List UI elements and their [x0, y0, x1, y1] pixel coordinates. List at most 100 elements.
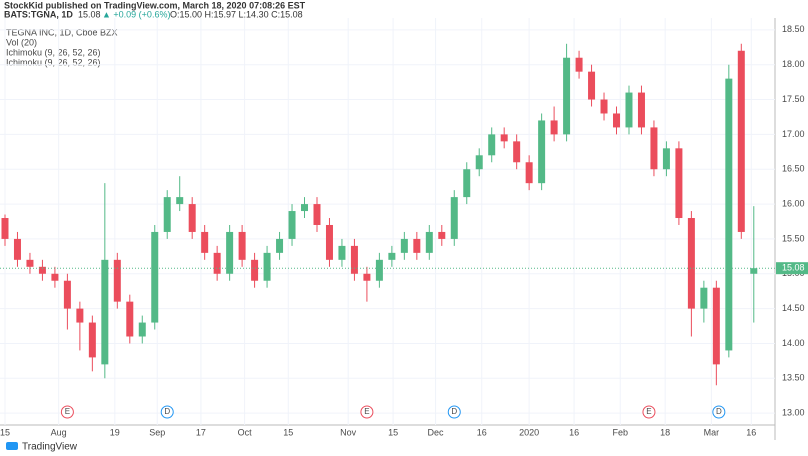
y-tick-label: 18.00 [782, 59, 805, 69]
candle-body [625, 92, 633, 128]
logo [6, 442, 18, 450]
candle-body [163, 197, 171, 232]
candle-body [126, 301, 134, 337]
candle-body [288, 211, 296, 239]
candle-body [725, 78, 733, 351]
y-tick-label: 17.50 [782, 94, 805, 104]
candle-body [637, 92, 645, 128]
legend-item: Ichimoku (9, 26, 52, 26) [6, 47, 101, 57]
last-price-label: 15.08 [782, 263, 805, 273]
last: 15.08 [78, 9, 101, 19]
candle-body [675, 148, 683, 219]
candle-body [438, 231, 446, 239]
candle-body [201, 231, 209, 253]
x-tick-label: Oct [238, 427, 253, 437]
event-label: E [364, 407, 369, 416]
candle-body [363, 273, 371, 281]
y-tick-label: 14.50 [782, 303, 805, 313]
candle-body [38, 266, 46, 274]
candle-body [687, 218, 695, 309]
candle-body [500, 134, 508, 142]
candle-body [238, 231, 246, 260]
candle-body [388, 252, 396, 260]
candle-body [413, 238, 421, 253]
candle-body [375, 259, 383, 281]
candle-body [712, 287, 720, 365]
candle-body [700, 287, 708, 309]
y-tick-label: 16.50 [782, 164, 805, 174]
y-tick-label: 16.00 [782, 198, 805, 208]
x-tick-label: 19 [110, 427, 120, 437]
candle-body [338, 245, 346, 260]
candle-body [662, 148, 670, 170]
candle-body [301, 204, 309, 212]
y-tick-label: 13.00 [782, 408, 805, 418]
y-tick-label: 17.00 [782, 129, 805, 139]
footer: TradingView [22, 442, 78, 453]
x-tick-label: 2020 [519, 427, 539, 437]
event-marker [360, 405, 374, 419]
x-tick-label: 15 [388, 427, 398, 437]
candle-body [1, 218, 9, 239]
x-tick-label: 18 [660, 427, 670, 437]
event-marker [447, 405, 461, 419]
last-price-box [776, 262, 808, 275]
candle-body [600, 99, 608, 114]
x-tick-label: 16 [569, 427, 579, 437]
candle-body [588, 71, 596, 100]
event-marker [712, 405, 726, 419]
candle-body [213, 252, 221, 274]
candle-body [63, 280, 71, 309]
event-label: E [646, 407, 651, 416]
legend-item: TEGNA INC, 1D, Cboe BZX [6, 27, 118, 37]
candle-body [263, 252, 271, 281]
x-tick-label: Mar [704, 427, 720, 437]
candle-body [325, 224, 333, 260]
event-marker [642, 405, 656, 419]
candle-body [450, 197, 458, 239]
candle-body [525, 162, 533, 184]
candle-body [538, 120, 546, 184]
candle-body [101, 259, 109, 365]
x-tick-label: 15 [0, 427, 10, 437]
candle-body [350, 245, 358, 274]
candle-body [176, 197, 184, 205]
candle-body [750, 268, 758, 274]
candle-body [650, 127, 658, 170]
x-tick-label: Nov [340, 427, 357, 437]
candle-body [76, 308, 84, 323]
candle-body [475, 155, 483, 170]
event-label: D [716, 407, 722, 416]
candle-body [563, 57, 571, 135]
candle-body [613, 113, 621, 128]
event-label: E [65, 407, 70, 416]
candle-body [425, 231, 433, 253]
candle-body [188, 204, 196, 232]
legend-item: Vol (20) [6, 37, 37, 47]
candle-body [463, 169, 471, 198]
candle-body [113, 259, 121, 302]
candle-body [13, 238, 21, 260]
candle-body [737, 50, 745, 232]
candle-body [226, 231, 234, 274]
candle-body [151, 231, 159, 323]
symbol: BATS:TGNA, 1D [4, 9, 73, 19]
y-tick-label: 14.00 [782, 338, 805, 348]
candle-body [488, 134, 496, 156]
candle-body [550, 120, 558, 135]
candle-body [88, 322, 96, 358]
x-tick-label: Feb [612, 427, 628, 437]
x-tick-label: 17 [196, 427, 206, 437]
x-tick-label: 16 [477, 427, 487, 437]
publisher: StockKid published on TradingView.com, M… [4, 0, 306, 10]
candle-body [138, 322, 146, 337]
y-tick-label: 13.50 [782, 373, 805, 383]
x-tick-label: 15 [283, 427, 293, 437]
candle-body [51, 273, 59, 281]
candle-body [26, 259, 34, 267]
ohlc: O:15.00 H:15.97 L:14.30 C:15.08 [170, 9, 303, 19]
candle-body [313, 204, 321, 225]
candle-body [276, 238, 284, 253]
event-marker [60, 405, 74, 419]
